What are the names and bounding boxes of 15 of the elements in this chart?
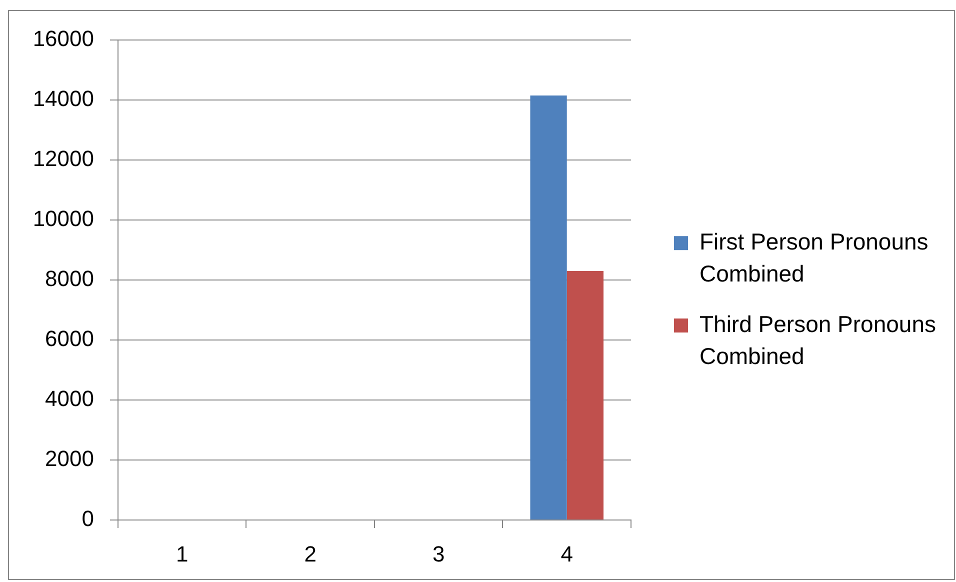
y-tick-label: 14000 — [32, 86, 94, 112]
y-tick-label: 0 — [82, 506, 94, 532]
legend-label: First Person Pronouns Combined — [699, 228, 928, 287]
y-tick-label: 2000 — [45, 446, 94, 472]
y-tick-label: 10000 — [32, 206, 94, 232]
y-tick-label: 8000 — [45, 266, 94, 292]
legend-label: Third Person Pronouns Combined — [699, 310, 936, 370]
x-tick-label: 3 — [432, 541, 445, 566]
x-tick-label: 4 — [560, 541, 573, 566]
y-tick-label: 12000 — [32, 146, 94, 172]
y-tick-label: 6000 — [45, 326, 94, 352]
y-tick-label: 4000 — [45, 386, 94, 412]
x-tick-label: 2 — [304, 541, 316, 566]
y-tick-label: 16000 — [32, 26, 94, 52]
x-tick-label: 1 — [176, 541, 188, 566]
